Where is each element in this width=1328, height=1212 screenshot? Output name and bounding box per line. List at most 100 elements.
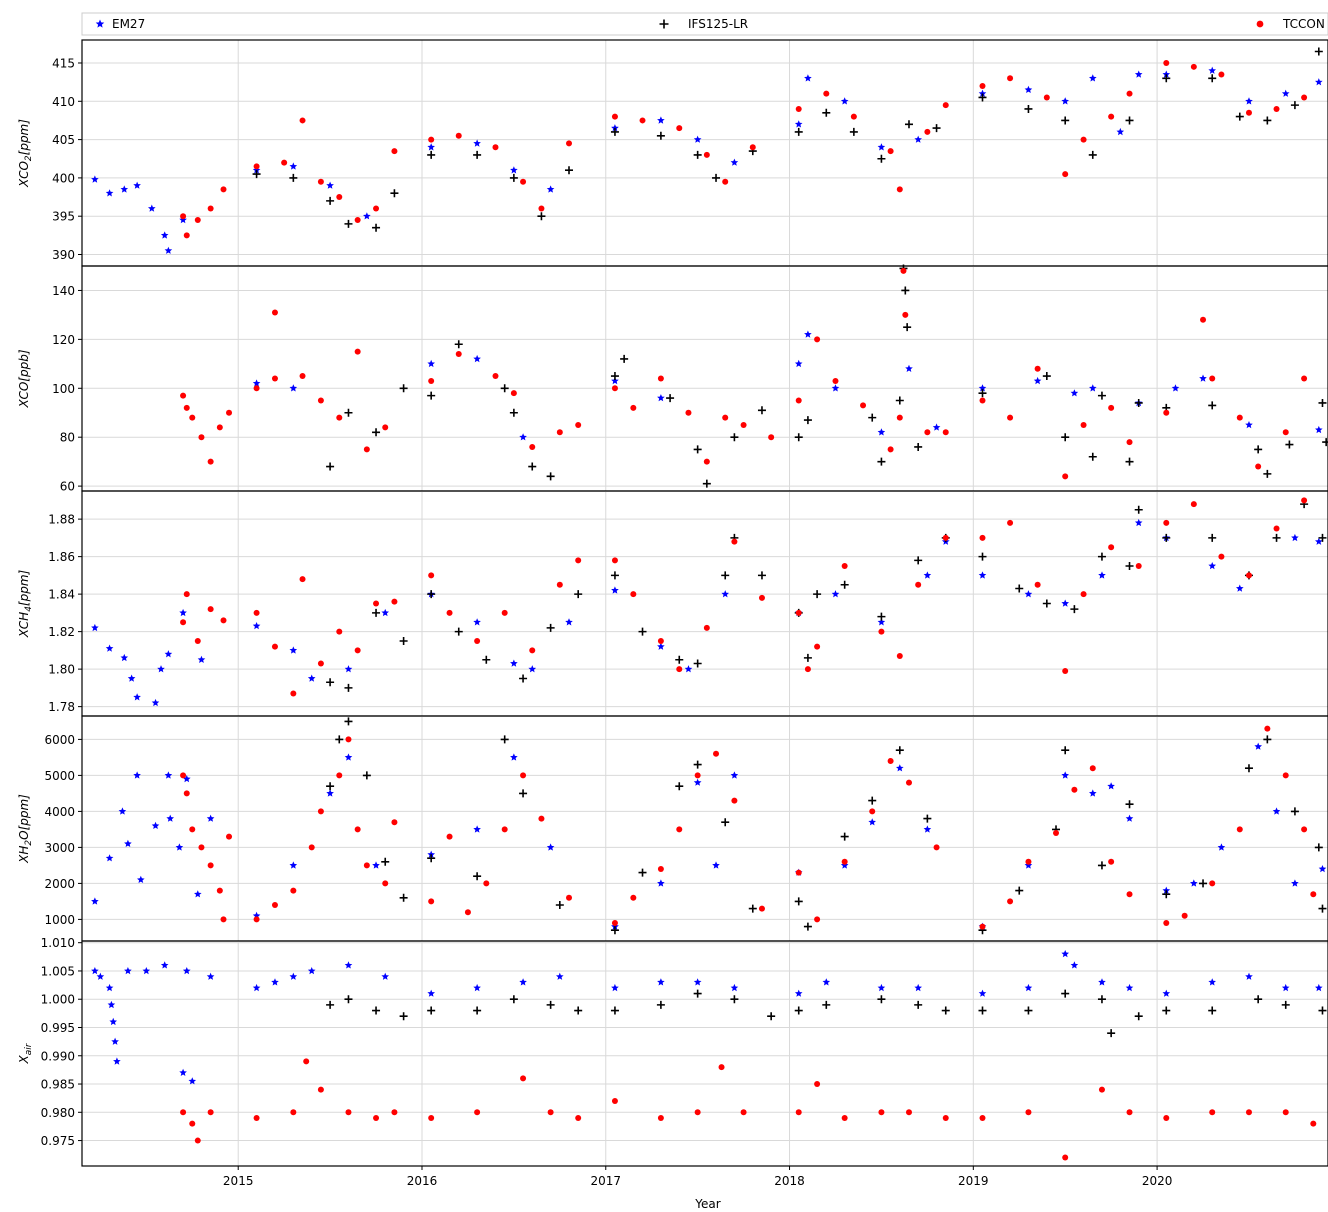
- data-point: [1245, 97, 1253, 105]
- data-point: [1244, 764, 1253, 773]
- data-point: [1062, 1154, 1069, 1161]
- data-point: [887, 446, 894, 453]
- data-point: [703, 151, 710, 158]
- data-point: [1315, 78, 1323, 86]
- data-point: [317, 1086, 324, 1093]
- data-point: [91, 967, 99, 975]
- data-point: [823, 90, 830, 97]
- data-point: [180, 392, 187, 399]
- data-point: [1245, 109, 1252, 116]
- data-point: [1263, 116, 1272, 125]
- data-point: [151, 821, 160, 829]
- data-point: [758, 905, 765, 912]
- data-point: [822, 978, 831, 986]
- data-point: [757, 406, 766, 415]
- data-point: [354, 647, 361, 654]
- data-point: [326, 782, 335, 791]
- panel-frame: [81, 940, 1328, 1167]
- data-point: [979, 923, 986, 930]
- data-point: [1318, 865, 1327, 873]
- data-point: [446, 833, 453, 840]
- data-point: [693, 150, 702, 159]
- data-point: [109, 1017, 117, 1026]
- data-point: [814, 916, 821, 923]
- data-point: [1033, 376, 1042, 385]
- data-point: [731, 797, 738, 804]
- series-tccon: [180, 725, 1317, 930]
- data-point: [712, 173, 721, 182]
- data-point: [1263, 469, 1272, 478]
- data-point: [354, 217, 361, 224]
- data-point: [194, 890, 202, 898]
- data-point: [1208, 978, 1216, 986]
- data-point: [914, 983, 922, 992]
- data-point: [510, 390, 517, 397]
- data-point: [722, 178, 729, 185]
- data-point: [1199, 374, 1207, 382]
- data-point: [372, 428, 381, 437]
- data-point: [1062, 473, 1069, 480]
- series-em27: [91, 66, 1323, 254]
- data-point: [814, 643, 821, 650]
- data-point: [901, 286, 910, 295]
- data-point: [767, 1012, 776, 1021]
- data-point: [1272, 807, 1281, 815]
- data-point: [740, 421, 747, 428]
- data-point: [1254, 995, 1263, 1004]
- data-point: [902, 311, 909, 318]
- data-point: [271, 978, 279, 986]
- data-point: [877, 154, 886, 163]
- data-point: [216, 424, 223, 431]
- data-point: [428, 377, 435, 384]
- data-point: [464, 909, 471, 916]
- data-point: [148, 204, 156, 212]
- y-label-tail: O[ppm]: [17, 794, 31, 840]
- data-point: [749, 144, 756, 151]
- data-point: [164, 246, 173, 254]
- data-point: [220, 617, 227, 624]
- data-point: [1108, 858, 1115, 865]
- data-point: [220, 916, 227, 923]
- data-point: [565, 166, 574, 175]
- data-point: [1108, 113, 1115, 120]
- data-point: [363, 446, 370, 453]
- data-point: [157, 665, 165, 673]
- data-point: [179, 608, 187, 617]
- data-point: [1061, 599, 1069, 607]
- data-point: [1236, 826, 1243, 833]
- data-point: [509, 173, 518, 182]
- y-tick-label: 4000: [44, 805, 75, 819]
- data-point: [1236, 414, 1243, 421]
- data-point: [1126, 439, 1133, 446]
- y-tick-label: 410: [52, 95, 75, 109]
- data-point: [694, 772, 701, 779]
- data-point: [1162, 989, 1171, 997]
- data-point: [1015, 886, 1024, 895]
- data-point: [730, 158, 739, 166]
- x-tick-label: 2018: [774, 1174, 805, 1188]
- data-point: [610, 571, 619, 580]
- data-point: [1088, 150, 1097, 159]
- series-em27: [91, 518, 1323, 707]
- data-point: [1314, 47, 1323, 56]
- data-point: [509, 408, 518, 417]
- data-point: [253, 916, 260, 923]
- data-point: [519, 978, 527, 986]
- data-point: [226, 409, 233, 416]
- data-point: [1089, 74, 1097, 82]
- data-point: [831, 590, 840, 598]
- data-point: [721, 590, 729, 598]
- legend-frame: [81, 12, 1328, 36]
- data-point: [1007, 414, 1014, 421]
- data-point: [1097, 861, 1106, 870]
- data-point: [905, 364, 913, 372]
- data-point: [271, 309, 278, 316]
- data-point: [1089, 765, 1096, 772]
- data-point: [207, 862, 214, 869]
- data-point: [1125, 457, 1134, 466]
- data-point: [803, 416, 812, 425]
- data-point: [1062, 171, 1069, 178]
- data-point: [289, 162, 298, 170]
- data-point: [538, 815, 545, 822]
- data-point: [860, 402, 867, 409]
